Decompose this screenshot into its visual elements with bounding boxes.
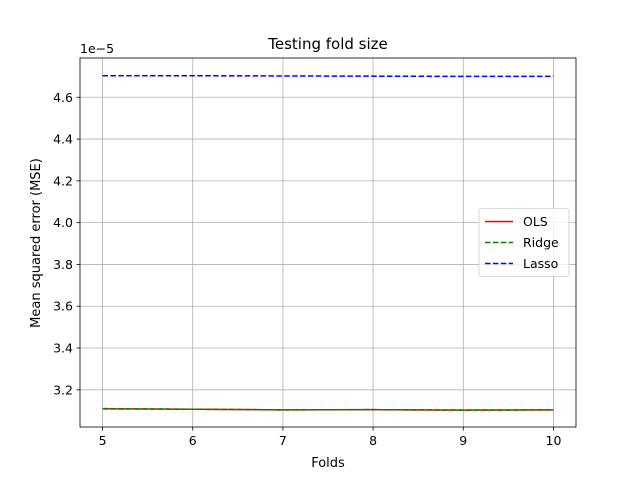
y-tick-label: 3.8 bbox=[53, 257, 73, 272]
y-tick-label: 3.4 bbox=[53, 341, 73, 356]
y-axis-label: Mean squared error (MSE) bbox=[29, 158, 44, 328]
legend-label: Lasso bbox=[523, 256, 558, 271]
y-offset-label: 1e−5 bbox=[80, 41, 114, 56]
legend-label: OLS bbox=[523, 214, 548, 229]
x-tick-label: 5 bbox=[99, 433, 107, 448]
x-tick-label: 6 bbox=[189, 433, 197, 448]
legend-box bbox=[478, 208, 570, 277]
x-tick-label: 7 bbox=[279, 433, 287, 448]
x-tick-label: 10 bbox=[546, 433, 562, 448]
y-tick-label: 3.2 bbox=[53, 382, 73, 397]
y-tick-label: 3.6 bbox=[53, 299, 73, 314]
axes: 5 6 7 8 9 10 3.2 3.4 3.6 3.8 4.0 4.2 4.4 4.6 bbox=[53, 57, 577, 448]
y-tick-label: 4.2 bbox=[53, 173, 73, 188]
series-line-ridge bbox=[102, 407, 554, 411]
x-tick-label: 9 bbox=[459, 433, 467, 448]
chart-title: Testing fold size bbox=[267, 35, 388, 53]
x-tick-label: 8 bbox=[369, 433, 377, 448]
legend-label: Ridge bbox=[523, 235, 559, 250]
plot-frame bbox=[79, 57, 577, 428]
y-tick-label: 4.0 bbox=[53, 215, 73, 230]
y-tick-label: 4.6 bbox=[53, 90, 73, 105]
series-line-lasso bbox=[102, 75, 554, 78]
legend: OLS Ridge Lasso bbox=[478, 208, 570, 277]
series-layer bbox=[102, 75, 554, 411]
x-axis-label: Folds bbox=[311, 456, 345, 471]
y-tick-label: 4.4 bbox=[53, 132, 73, 147]
